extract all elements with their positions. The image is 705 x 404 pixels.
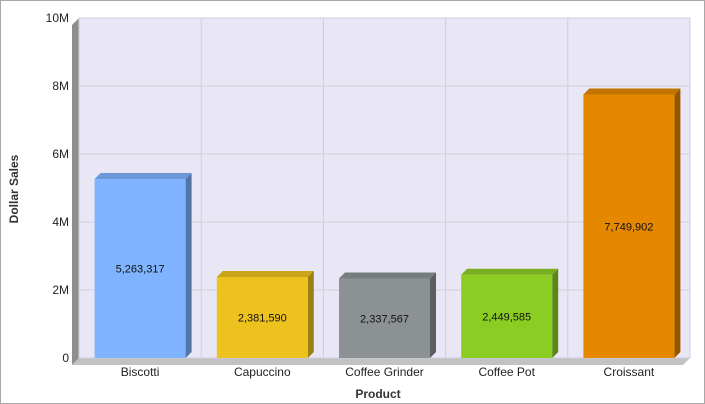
bar-side: [430, 272, 436, 358]
y-tick-label: 0: [62, 351, 69, 365]
data-label: 7,749,902: [604, 221, 653, 233]
bar: [583, 94, 675, 359]
bar: [461, 274, 553, 358]
bar-side: [185, 173, 192, 358]
y-axis-title: Dollar Sales: [7, 154, 21, 223]
bar-side: [552, 268, 559, 358]
data-label: 2,337,567: [360, 313, 409, 325]
x-tick-label: Croissant: [604, 365, 655, 379]
y-tick-label: 2M: [52, 283, 69, 297]
bar: [94, 179, 186, 358]
x-tick-label: Capuccino: [234, 365, 291, 379]
bar-top: [216, 271, 314, 278]
bar-top: [339, 272, 436, 279]
bar-side: [674, 88, 681, 359]
bar-top: [583, 88, 681, 95]
bar-top: [461, 268, 559, 275]
bar-coffee-grinder: 2,337,567: [339, 272, 436, 358]
axis-ticks: 0 2M 4M 6M 8M 10M Biscotti Capuccino Coffee Grin…: [46, 11, 655, 379]
bar: [216, 277, 308, 358]
bar: [339, 278, 430, 358]
bars: 5,263,317 2,381,590 2,337,567 2,449,585 7,74…: [94, 88, 681, 359]
x-tick-label: Biscotti: [121, 365, 160, 379]
x-axis-title: Product: [355, 387, 400, 401]
bar-croissant: 7,749,902: [583, 88, 681, 359]
y-tick-label: 8M: [52, 79, 69, 93]
y-tick-label: 6M: [52, 147, 69, 161]
x-tick-label: Coffee Grinder: [345, 365, 424, 379]
bar-biscotti: 5,263,317: [94, 173, 192, 358]
data-label: 2,449,585: [482, 311, 531, 323]
bar-side: [307, 271, 314, 358]
floor: [72, 358, 690, 365]
x-tick-label: Coffee Pot: [478, 365, 535, 379]
data-label: 2,381,590: [238, 313, 287, 325]
bar-top: [94, 173, 192, 180]
bar-capuccino: 2,381,590: [216, 271, 314, 358]
data-label: 5,263,317: [116, 264, 165, 276]
bar-coffee-pot: 2,449,585: [461, 268, 559, 358]
left-wall: [72, 18, 79, 365]
y-tick-label: 4M: [52, 215, 69, 229]
y-tick-label: 10M: [46, 11, 69, 25]
